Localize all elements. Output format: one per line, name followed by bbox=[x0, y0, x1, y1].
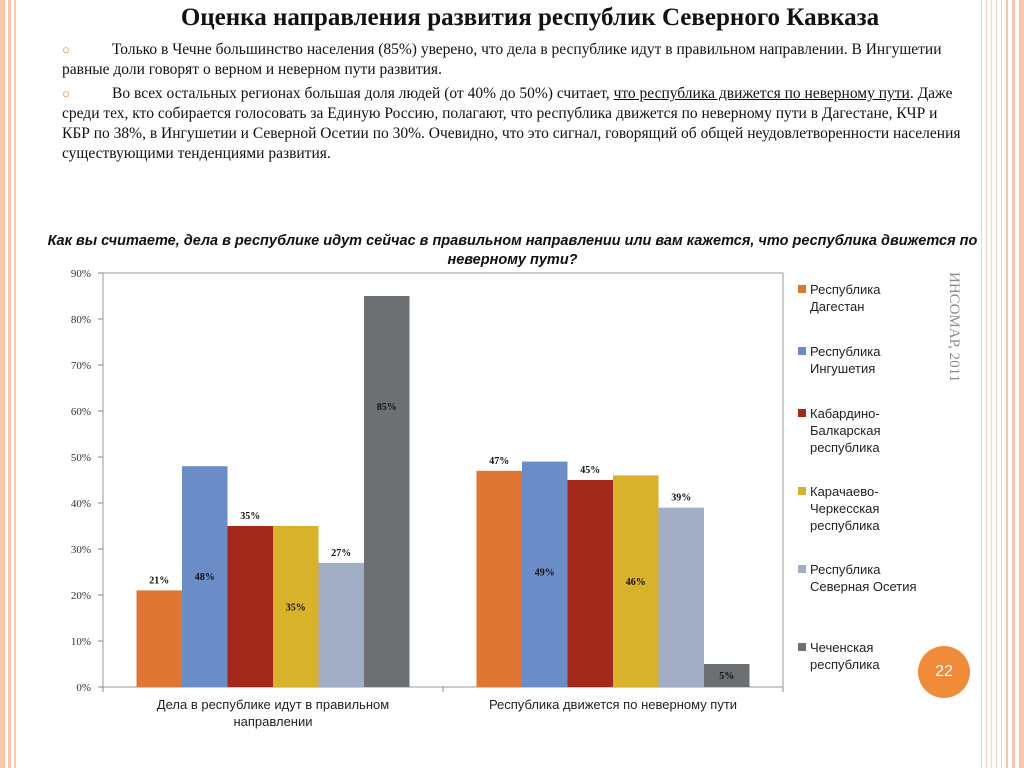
data-label: 48% bbox=[195, 572, 215, 583]
y-tick-label: 20% bbox=[71, 590, 91, 602]
source-text: ИНСОМАР, 2011 bbox=[946, 272, 962, 382]
decor-stripe-right bbox=[981, 0, 982, 768]
bullet-text-underlined: что республика движется по неверному пут… bbox=[613, 85, 910, 102]
y-tick-label: 80% bbox=[71, 314, 91, 326]
data-label: 85% bbox=[377, 402, 397, 413]
decor-stripe-right bbox=[991, 0, 992, 768]
bar bbox=[318, 562, 364, 687]
bullet-marker-icon: ○ bbox=[62, 86, 70, 101]
legend-label: Северная Осетия bbox=[810, 579, 917, 594]
page-number-badge: 22 bbox=[918, 646, 970, 698]
decor-stripe-right bbox=[1006, 0, 1008, 768]
bullet-text: Только в Чечне большинство населения (85… bbox=[62, 41, 942, 78]
legend-label: Дагестан bbox=[810, 299, 864, 314]
y-tick-label: 70% bbox=[71, 360, 91, 372]
data-label: 47% bbox=[489, 456, 509, 467]
decor-stripe-left bbox=[14, 0, 16, 768]
bar bbox=[476, 470, 522, 687]
bar bbox=[227, 526, 273, 687]
bar bbox=[182, 466, 228, 687]
legend-swatch bbox=[798, 565, 806, 573]
y-tick-label: 0% bbox=[76, 682, 91, 694]
data-label: 49% bbox=[535, 568, 555, 579]
y-tick-label: 30% bbox=[71, 544, 91, 556]
bar bbox=[613, 475, 659, 687]
legend-label: Республика bbox=[810, 282, 881, 297]
bullet-text: . Даже среди тех, кто собирается голосов… bbox=[62, 85, 961, 162]
bar bbox=[567, 480, 613, 687]
x-category-label: направлении bbox=[233, 714, 312, 729]
legend-label: Балкарская bbox=[810, 423, 881, 438]
chart-title: Как вы считаете, дела в республике идут … bbox=[47, 233, 978, 268]
legend-label: Республика bbox=[810, 344, 881, 359]
legend-label: Кабардино- bbox=[810, 406, 880, 421]
data-label: 39% bbox=[671, 493, 691, 504]
bullet-list: ○ Только в Чечне большинство населения (8… bbox=[62, 40, 962, 168]
data-label: 35% bbox=[286, 603, 306, 614]
legend-label: Ингушетия bbox=[810, 361, 875, 376]
y-tick-label: 90% bbox=[71, 268, 91, 280]
decor-stripe-right bbox=[986, 0, 987, 768]
legend-label: республика bbox=[810, 657, 880, 672]
x-category-label: Дела в республике идут в правильном bbox=[157, 697, 389, 712]
data-label: 5% bbox=[719, 671, 734, 682]
legend-label: Карачаево- bbox=[810, 484, 879, 499]
decor-stripe-right bbox=[996, 0, 997, 768]
legend-swatch bbox=[798, 409, 806, 417]
decor-stripe-right bbox=[1012, 0, 1015, 768]
data-label: 27% bbox=[331, 548, 351, 559]
bar bbox=[273, 526, 319, 687]
y-tick-label: 10% bbox=[71, 636, 91, 648]
data-label: 35% bbox=[240, 511, 260, 522]
y-tick-label: 40% bbox=[71, 498, 91, 510]
bar bbox=[658, 507, 704, 687]
bar bbox=[136, 590, 182, 687]
decor-stripe-right bbox=[1019, 0, 1024, 768]
bar bbox=[522, 461, 568, 687]
y-tick-label: 60% bbox=[71, 406, 91, 418]
bullet-text: Во всех остальных регионах большая доля … bbox=[112, 85, 614, 102]
legend-label: Республика bbox=[810, 562, 881, 577]
data-label: 45% bbox=[580, 465, 600, 476]
bullet-item: ○ Только в Чечне большинство населения (8… bbox=[62, 40, 962, 80]
data-label: 46% bbox=[626, 577, 646, 588]
legend-label: республика bbox=[810, 518, 880, 533]
y-tick-label: 50% bbox=[71, 452, 91, 464]
legend-swatch bbox=[798, 487, 806, 495]
bullet-item: ○ Во всех остальных регионах большая доля… bbox=[62, 84, 962, 164]
legend-label: Чеченская bbox=[810, 640, 873, 655]
decor-stripe-right bbox=[1001, 0, 1002, 768]
data-label: 21% bbox=[149, 575, 169, 586]
decor-stripe-left bbox=[0, 0, 5, 768]
legend-label: республика bbox=[810, 440, 880, 455]
bar bbox=[704, 664, 750, 687]
legend-label: Черкесская bbox=[810, 501, 879, 516]
bullet-marker-icon: ○ bbox=[62, 42, 70, 57]
legend-swatch bbox=[798, 347, 806, 355]
source-watermark: ИНСОМАР, 2011 bbox=[946, 272, 962, 382]
x-category-label: Республика движется по неверному пути bbox=[489, 697, 737, 712]
slide-title: Оценка направления развития республик Се… bbox=[180, 4, 880, 31]
legend-swatch bbox=[798, 643, 806, 651]
legend-swatch bbox=[798, 285, 806, 293]
bar bbox=[364, 296, 410, 687]
decor-stripe-left bbox=[8, 0, 11, 768]
